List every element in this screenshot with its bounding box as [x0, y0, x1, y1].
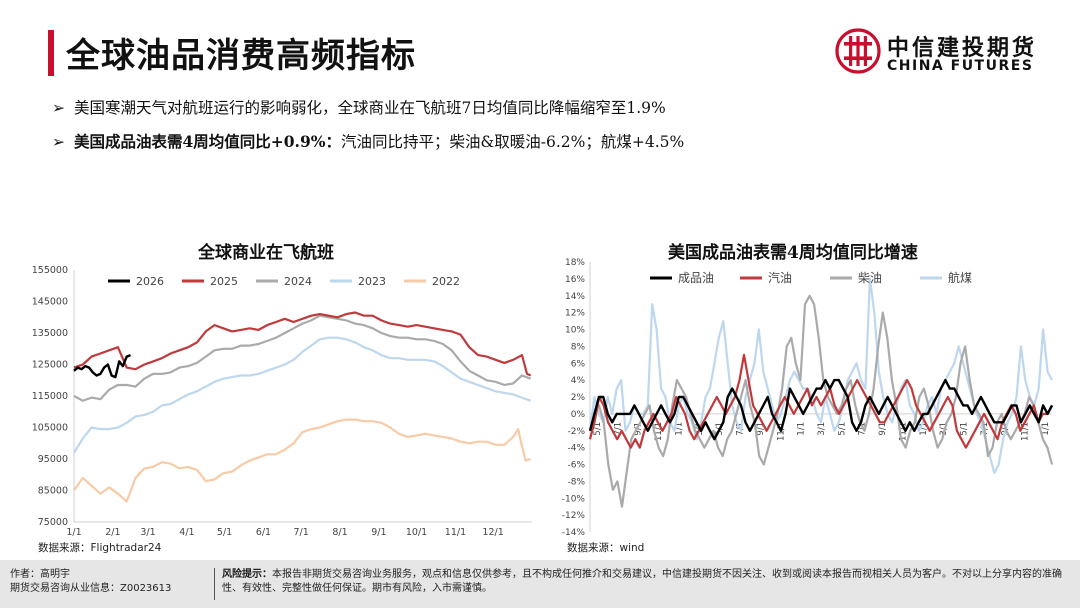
y-tick-label: 85000 [38, 486, 68, 497]
x-tick-label: 11/1 [1021, 422, 1031, 441]
x-tick-label: 1/1 [1041, 422, 1051, 436]
x-tick-label: 10/1 [406, 527, 427, 538]
author-name: 作者：高明宇 [10, 569, 70, 580]
x-tick-label: 1/1 [797, 422, 807, 436]
logo-english-name: CHINA FUTURES [887, 58, 1034, 74]
series-line-2024 [73, 314, 532, 402]
x-tick-label: 1/1 [66, 527, 81, 538]
bullet-2-bold: 美国成品油表需4周均值同比+0.9%： [74, 132, 341, 151]
series-line-航煤 [588, 277, 1053, 474]
x-tick-label: 5/1 [960, 422, 970, 436]
risk-disclaimer: 风险提示：本报告非期货交易咨询业务服务，观点和信息仅供参考，且不构成任何推介和交… [222, 568, 1062, 596]
page-title: 全球油品消费高频指标 [66, 36, 416, 76]
left-chart-source: 数据来源：Flightradar24 [38, 542, 162, 554]
y-tick-label: -14% [562, 528, 586, 538]
y-tick-label: -12% [562, 511, 586, 521]
y-tick-label: 105000 [32, 423, 68, 434]
y-tick-label: 16% [565, 275, 585, 285]
series-line-成品油 [588, 378, 1054, 441]
right-chart-title: 美国成品油表需4周均值同比增速 [668, 243, 918, 263]
x-tick-label: 9/1 [878, 422, 888, 436]
series-line-2026 [73, 353, 131, 379]
products-demand-line-chart: 18% 16% 14% 12% 10% 8% 6% 4% 2% 0% -2% -4% -6% -8% -10… [562, 258, 1054, 538]
logo-chinese-name: 中信建投期货 [887, 36, 1038, 61]
x-tick-label: 5/1 [837, 422, 847, 436]
y-tick-label: 125000 [32, 360, 68, 371]
x-tick-label: 11/1 [898, 422, 908, 441]
y-tick-label: 14% [565, 292, 585, 302]
x-tick-label: 1/1 [919, 422, 929, 436]
footer-author: 作者：高明宇 期货交易咨询从业信息：Z0023613 [10, 568, 171, 596]
series-line-2023 [73, 336, 532, 454]
legend-label-2025: 2025 [210, 275, 238, 288]
bullet-arrow-icon: ➢ [52, 133, 65, 151]
x-tick-label: 5/1 [217, 527, 232, 538]
legend-label-汽油: 汽油 [768, 270, 792, 285]
bullet-2-text: 汽油同比持平；柴油&取暖油-6.2%；航煤+4.5% [340, 133, 685, 151]
x-tick-label: 11/1 [654, 422, 664, 441]
right-chart-source: 数据来源：wind [567, 542, 645, 554]
series-line-2022 [73, 418, 532, 503]
y-tick-label: -10% [562, 494, 586, 504]
legend-label-成品油: 成品油 [678, 271, 714, 285]
y-tick-label: -4% [567, 444, 585, 454]
y-tick-label: 0% [571, 410, 586, 420]
series-line-汽油 [588, 353, 1053, 449]
y-tick-label: 155000 [32, 265, 68, 276]
x-tick-label: 9/1 [371, 527, 386, 538]
footer: 作者：高明宇 期货交易咨询从业信息：Z0023613 风险提示：本报告非期货交易… [0, 560, 1080, 608]
x-tick-label: 12/1 [482, 527, 503, 538]
risk-label: 风险提示： [222, 569, 272, 580]
x-tick-label: 4/1 [179, 527, 194, 538]
footer-divider [214, 568, 215, 600]
y-tick-label: -8% [567, 477, 585, 487]
bullet-point-1: ➢ 美国寒潮天气对航班运行的影响弱化，全球商业在飞航班7日均值同比降幅缩窄至1.9… [52, 96, 666, 118]
x-tick-label: 6/1 [256, 527, 271, 538]
x-tick-label: 3/1 [817, 422, 827, 436]
flights-line-chart: 155000 145000 135000 125000 115000 105000 9500… [32, 265, 532, 538]
y-tick-label: 2% [571, 393, 586, 403]
legend-label-2023: 2023 [358, 275, 386, 288]
series-line-2025 [73, 311, 532, 377]
x-tick-label: 3/1 [140, 527, 155, 538]
y-tick-label: 4% [571, 376, 586, 386]
y-tick-label: 115000 [32, 391, 68, 402]
x-tick-label: 9/1 [756, 422, 766, 436]
y-tick-label: 18% [565, 258, 585, 268]
y-tick-label: 145000 [32, 297, 68, 308]
y-tick-label: 8% [571, 342, 586, 352]
y-tick-label: 12% [565, 309, 585, 319]
left-chart-title: 全球商业在飞航班 [198, 243, 334, 263]
legend-label-2024: 2024 [284, 275, 312, 288]
y-tick-label: -2% [567, 427, 585, 437]
x-tick-label: 1/1 [674, 422, 684, 436]
x-tick-label: 7/1 [293, 527, 308, 538]
x-tick-label: 7/1 [613, 422, 623, 436]
bullet-arrow-icon: ➢ [52, 99, 65, 117]
risk-text: 本报告非期货交易咨询业务服务，观点和信息仅供参考，且不构成任何推介和交易建议，中… [222, 569, 1062, 594]
title-accent-bar [48, 30, 54, 76]
x-tick-label: 2/1 [105, 527, 120, 538]
x-tick-label: 5/1 [593, 422, 603, 436]
bullet-point-2: ➢ 美国成品油表需4周均值同比+0.9%：汽油同比持平；柴油&取暖油-6.2%；航… [52, 130, 684, 152]
bullet-1-text: 美国寒潮天气对航班运行的影响弱化，全球商业在飞航班7日均值同比降幅缩窄至1.9% [74, 99, 666, 117]
company-logo: 中信建投期货 CHINA FUTURES [835, 28, 1045, 78]
y-tick-label: -6% [567, 461, 585, 471]
legend-label-航煤: 航煤 [948, 270, 972, 285]
y-tick-label: 135000 [32, 328, 68, 339]
y-tick-label: 6% [571, 359, 586, 369]
x-tick-label: 8/1 [332, 527, 347, 538]
legend-label-2022: 2022 [432, 275, 460, 288]
legend-label-柴油: 柴油 [858, 271, 882, 285]
x-tick-label: 9/1 [634, 422, 644, 436]
china-futures-logo-icon [835, 28, 881, 74]
y-tick-label: 75000 [38, 517, 68, 528]
author-license: 期货交易咨询从业信息：Z0023613 [10, 583, 172, 594]
x-tick-label: 11/1 [445, 527, 466, 538]
legend-label-2026: 2026 [136, 275, 164, 288]
y-tick-label: 10% [565, 326, 585, 336]
y-tick-label: 95000 [38, 454, 68, 465]
